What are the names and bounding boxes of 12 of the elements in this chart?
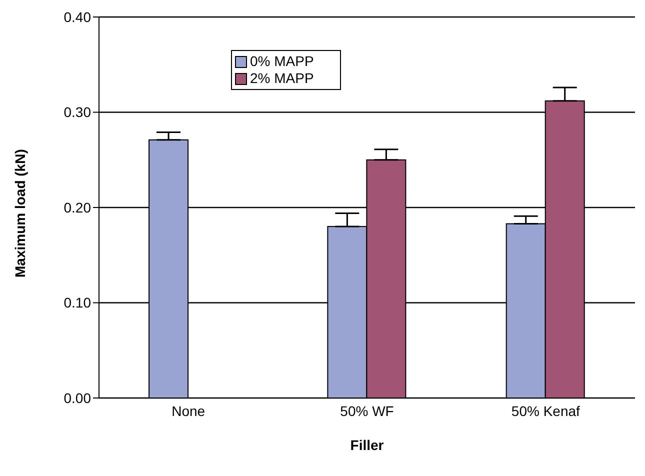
y-tick-label: 0.30 [64,104,92,120]
y-tick-label: 0.00 [64,390,92,406]
x-tick-label: 50% Kenaf [511,402,580,419]
x-tick-label: None [172,402,206,419]
y-tick-label: 0.10 [64,294,92,311]
legend-label: 2% MAPP [250,70,314,87]
x-tick-label: 50% WF [340,402,394,419]
x-axis-title: Filler [350,437,384,453]
legend-label: 0% MAPP [250,53,314,70]
y-axis-title: Maximum load (kN) [12,149,28,278]
y-tick-label: 0.40 [64,8,92,25]
y-tick-label: 0.20 [64,199,92,216]
